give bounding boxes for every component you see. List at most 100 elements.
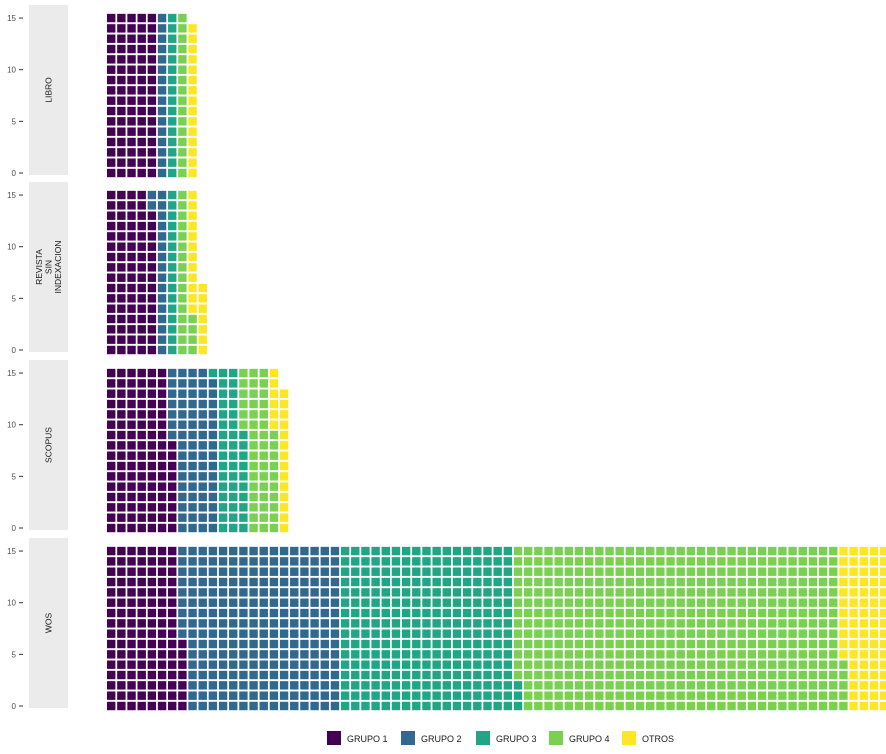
- waffle-tile: [178, 148, 187, 157]
- waffle-tile: [351, 691, 360, 700]
- waffle-tile: [249, 619, 258, 628]
- waffle-tile: [117, 588, 126, 597]
- waffle-tile: [218, 492, 228, 502]
- waffle-tile: [157, 148, 167, 157]
- waffle-tile: [279, 503, 289, 512]
- waffle-tile: [188, 242, 197, 251]
- waffle-tile: [107, 670, 116, 680]
- waffle-tile: [625, 681, 635, 690]
- waffle-tile: [371, 629, 380, 638]
- waffle-tile: [584, 546, 594, 556]
- waffle-tile: [127, 441, 136, 450]
- waffle-tile: [849, 619, 858, 628]
- waffle-tile: [249, 608, 258, 618]
- waffle-tile: [696, 577, 706, 587]
- waffle-tile: [188, 681, 197, 690]
- waffle-tile: [127, 482, 136, 491]
- waffle-tile: [117, 430, 126, 440]
- waffle-tile: [290, 588, 299, 597]
- waffle-tile: [351, 619, 360, 628]
- waffle-tile: [168, 461, 177, 471]
- waffle-tile: [493, 660, 502, 669]
- waffle-tile: [259, 441, 268, 450]
- waffle-tile: [534, 608, 543, 618]
- waffle-tile: [513, 660, 523, 669]
- waffle-tile: [259, 513, 268, 522]
- waffle-tile: [635, 588, 645, 597]
- waffle-tile: [218, 567, 228, 576]
- waffle-tile: [269, 660, 279, 669]
- waffle-tile: [107, 619, 116, 628]
- waffle-tile: [656, 546, 665, 556]
- waffle-tile: [188, 701, 197, 711]
- waffle-tile: [249, 546, 258, 556]
- waffle-tile: [320, 639, 329, 649]
- waffle-tile: [869, 639, 879, 649]
- waffle-tile: [137, 201, 146, 210]
- waffle-tile: [157, 24, 167, 33]
- waffle-tile: [188, 588, 197, 597]
- waffle-tile: [513, 701, 523, 711]
- waffle-tile: [320, 546, 329, 556]
- waffle-tile: [269, 492, 279, 502]
- waffle-tile: [595, 557, 604, 566]
- waffle-tile: [300, 660, 309, 669]
- waffle-tile: [442, 660, 452, 669]
- waffle-tile: [625, 660, 635, 669]
- waffle-tile: [493, 598, 502, 607]
- waffle-tile: [869, 670, 879, 680]
- waffle-tile: [869, 546, 879, 556]
- waffle-tile: [157, 492, 167, 502]
- waffle-tile: [168, 503, 177, 512]
- waffle-tile: [757, 577, 767, 587]
- waffle-tile: [239, 557, 248, 566]
- waffle-tile: [279, 482, 289, 491]
- waffle-tile: [168, 492, 177, 502]
- waffle-tile: [198, 557, 207, 566]
- waffle-tile: [584, 608, 594, 618]
- waffle-tile: [635, 577, 645, 587]
- waffle-tile: [117, 283, 126, 293]
- waffle-tile: [412, 660, 421, 669]
- waffle-tile: [839, 691, 848, 700]
- waffle-tile: [584, 619, 594, 628]
- waffle-tile: [493, 701, 502, 711]
- waffle-tile: [330, 660, 340, 669]
- waffle-tile: [849, 670, 858, 680]
- waffle-tile: [178, 335, 187, 344]
- waffle-tile: [229, 660, 238, 669]
- waffle-tile: [157, 294, 167, 303]
- waffle-tile: [412, 619, 421, 628]
- waffle-tile: [737, 629, 746, 638]
- waffle-tile: [503, 546, 513, 556]
- waffle-tile: [279, 619, 289, 628]
- waffle-tile: [168, 127, 177, 136]
- waffle-tile: [117, 294, 126, 303]
- waffle-tile: [188, 420, 197, 429]
- waffle-tile: [239, 701, 248, 711]
- waffle-tile: [381, 567, 390, 576]
- waffle-tile: [147, 451, 157, 460]
- waffle-tile: [310, 691, 319, 700]
- waffle-tile: [157, 577, 167, 587]
- waffle-tile: [381, 577, 390, 587]
- waffle-tile: [320, 567, 329, 576]
- waffle-tile: [198, 492, 207, 502]
- waffle-tile: [829, 660, 838, 669]
- waffle-tile: [117, 263, 126, 272]
- waffle-tile: [676, 588, 685, 597]
- waffle-tile: [798, 598, 807, 607]
- waffle-tile: [279, 608, 289, 618]
- waffle-tile: [147, 389, 157, 398]
- waffle-tile: [320, 629, 329, 638]
- waffle-tile: [381, 629, 390, 638]
- waffle-tile: [839, 577, 848, 587]
- waffle-tile: [839, 629, 848, 638]
- waffle-tile: [147, 577, 157, 587]
- waffle-tile: [198, 598, 207, 607]
- waffle-tile: [168, 148, 177, 157]
- waffle-tile: [259, 619, 268, 628]
- waffle-tile: [127, 325, 136, 334]
- waffle-tile: [727, 608, 736, 618]
- waffle-tile: [218, 691, 228, 700]
